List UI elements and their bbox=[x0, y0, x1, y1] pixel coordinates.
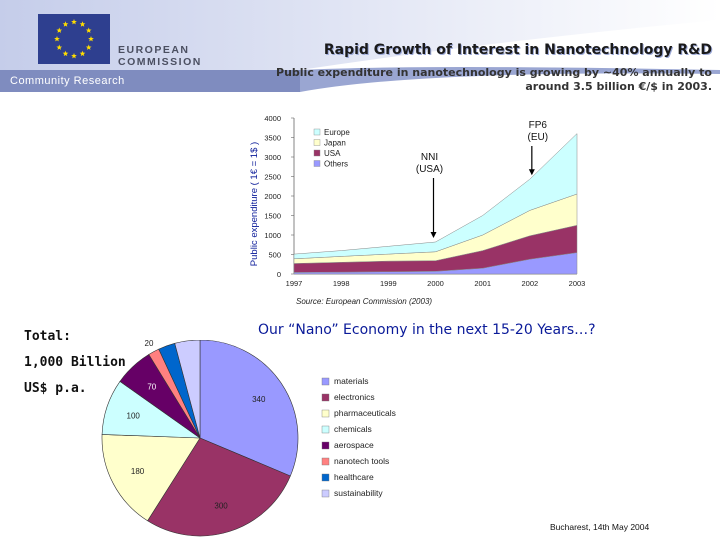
pie-chart-title: Our “Nano” Economy in the next 15-20 Yea… bbox=[258, 322, 596, 338]
pie-legend-label: healthcare bbox=[334, 472, 374, 482]
annotation-label: NNI bbox=[421, 152, 438, 163]
legend-label: Others bbox=[324, 160, 348, 169]
y-tick-label: 4000 bbox=[264, 114, 281, 123]
y-tick-label: 1000 bbox=[264, 231, 281, 240]
legend-label: USA bbox=[324, 149, 341, 158]
y-tick-label: 0 bbox=[277, 270, 281, 279]
annotation-label: (EU) bbox=[528, 132, 549, 143]
x-tick-label: 1998 bbox=[333, 279, 350, 288]
eu-star-icon bbox=[56, 44, 63, 50]
x-tick-label: 1999 bbox=[380, 279, 397, 288]
pie-total-line2: 1,000 Billion bbox=[24, 355, 126, 370]
department-name: Community Research bbox=[10, 75, 125, 87]
pie-legend-label: pharmaceuticals bbox=[334, 408, 396, 418]
legend-swatch bbox=[313, 139, 321, 146]
eu-star-icon bbox=[54, 36, 60, 42]
pie-legend-label: chemicals bbox=[334, 424, 372, 434]
pie-value-label: 300 bbox=[214, 501, 228, 510]
eu-star-icon bbox=[79, 50, 86, 57]
y-tick-label: 500 bbox=[268, 250, 281, 259]
pie-slice-materials bbox=[199, 340, 299, 477]
pie-value-label: 340 bbox=[252, 395, 266, 404]
pie-legend-swatch bbox=[321, 441, 330, 450]
annotation-arrowhead bbox=[430, 232, 437, 239]
pie-total-line3: US$ p.a. bbox=[24, 381, 87, 396]
pie-legend-swatch bbox=[321, 409, 330, 418]
org-name: EUROPEAN COMMISSION bbox=[118, 44, 202, 68]
chart-source: Source: European Commission (2003) bbox=[296, 297, 433, 306]
slide-title: Rapid Growth of Interest in Nanotechnolo… bbox=[323, 42, 712, 58]
x-tick-label: 2002 bbox=[521, 279, 538, 288]
pie-value-label: 180 bbox=[131, 467, 145, 476]
pie-value-label: 70 bbox=[147, 383, 156, 392]
legend-swatch bbox=[313, 149, 321, 157]
eu-stars-icon bbox=[54, 19, 94, 59]
y-tick-label: 3000 bbox=[264, 153, 281, 162]
pie-legend-label: nanotech tools bbox=[334, 456, 389, 466]
pie-total: Total: 1,000 Billion US$ p.a. bbox=[24, 324, 126, 402]
pie-legend-swatch bbox=[321, 457, 330, 466]
pie-legend-swatch bbox=[321, 377, 330, 386]
pie-slice-pharmaceuticals bbox=[101, 434, 201, 522]
legend-label: Japan bbox=[324, 139, 346, 148]
annotation-label: FP6 bbox=[529, 120, 548, 131]
eu-star-icon bbox=[71, 53, 77, 59]
x-tick-label: 1997 bbox=[286, 279, 303, 288]
pie-legend-swatch bbox=[321, 393, 330, 402]
pie-total-line1: Total: bbox=[24, 329, 71, 344]
pie-legend-label: electronics bbox=[334, 392, 375, 402]
footer-text: Bucharest, 14th May 2004 bbox=[550, 522, 650, 532]
eu-flag-logo bbox=[38, 14, 110, 64]
eu-star-icon bbox=[88, 36, 94, 42]
expenditure-area-chart: Public expenditure ( 1€ = 1$ ) 0 500 1000 15… bbox=[249, 114, 586, 288]
y-tick-label: 3500 bbox=[264, 133, 281, 142]
pie-legend-label: aerospace bbox=[334, 440, 374, 450]
legend-swatch bbox=[313, 128, 321, 136]
pie-slice-electronics bbox=[147, 437, 291, 537]
pie-value-label: 30 bbox=[159, 340, 168, 342]
annotation-arrowhead bbox=[528, 169, 535, 176]
pie-legend-swatch bbox=[321, 489, 330, 498]
org-name-line2: COMMISSION bbox=[118, 56, 202, 68]
pie-value-label: 20 bbox=[145, 340, 154, 348]
y-tick-label: 1500 bbox=[264, 211, 281, 220]
eu-star-icon bbox=[62, 50, 69, 57]
legend-swatch bbox=[313, 160, 321, 167]
y-tick-label: 2000 bbox=[264, 192, 281, 201]
eu-star-icon bbox=[85, 44, 92, 50]
y-tick-label: 2500 bbox=[264, 172, 281, 181]
annotation-label: (USA) bbox=[416, 164, 443, 175]
pie-slice-sustainability bbox=[174, 340, 201, 439]
slide-subtitle: Public expenditure in nanotechnology is … bbox=[276, 66, 712, 93]
pie-legend-swatch bbox=[321, 473, 330, 482]
header-banner bbox=[0, 0, 720, 92]
x-tick-label: 2001 bbox=[474, 279, 491, 288]
x-tick-label: 2000 bbox=[427, 279, 444, 288]
eu-star-icon bbox=[62, 21, 69, 27]
pie-legend-label: sustainability bbox=[334, 488, 383, 498]
pie-value-label: 100 bbox=[127, 411, 141, 420]
eu-star-icon bbox=[56, 27, 63, 33]
area-series-europe bbox=[293, 133, 578, 260]
org-name-line1: EUROPEAN bbox=[118, 44, 190, 56]
pie-legend-label: materials bbox=[334, 376, 368, 386]
eu-star-icon bbox=[85, 27, 92, 33]
eu-star-icon bbox=[79, 21, 86, 27]
legend-label: Europe bbox=[324, 128, 350, 137]
eu-star-icon bbox=[71, 19, 77, 25]
x-tick-label: 2003 bbox=[569, 279, 586, 288]
pie-legend-swatch bbox=[321, 425, 330, 434]
y-axis-label: Public expenditure ( 1€ = 1$ ) bbox=[249, 142, 260, 266]
nano-economy-pie-chart: 34030018010070203045materialselectronics… bbox=[101, 340, 396, 537]
